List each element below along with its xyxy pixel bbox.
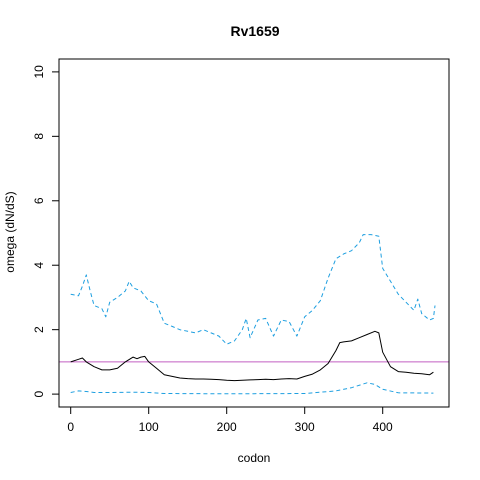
upper-bound-line <box>70 234 436 345</box>
plot-area <box>59 234 449 395</box>
x-tick-label: 0 <box>67 420 74 434</box>
lower-bound-line <box>70 382 434 395</box>
x-axis-label: codon <box>238 451 271 465</box>
y-tick-label: 6 <box>32 197 46 204</box>
plot-frame <box>58 58 450 408</box>
y-axis: 0 2 4 6 8 10 <box>32 65 60 397</box>
y-tick-label: 0 <box>32 390 46 397</box>
x-tick-label: 200 <box>217 420 237 434</box>
y-tick-label: 10 <box>32 65 46 79</box>
y-tick-label: 2 <box>32 326 46 333</box>
x-axis: 0 100 200 300 400 <box>67 406 393 434</box>
x-tick-label: 100 <box>139 420 159 434</box>
x-tick-label: 300 <box>295 420 315 434</box>
y-tick-label: 8 <box>32 133 46 140</box>
y-axis-label: omega (dN/dS) <box>3 191 17 272</box>
estimate-line <box>70 330 434 382</box>
chart-title: Rv1659 <box>230 23 279 39</box>
y-tick-label: 4 <box>32 262 46 269</box>
x-tick-label: 400 <box>373 420 393 434</box>
